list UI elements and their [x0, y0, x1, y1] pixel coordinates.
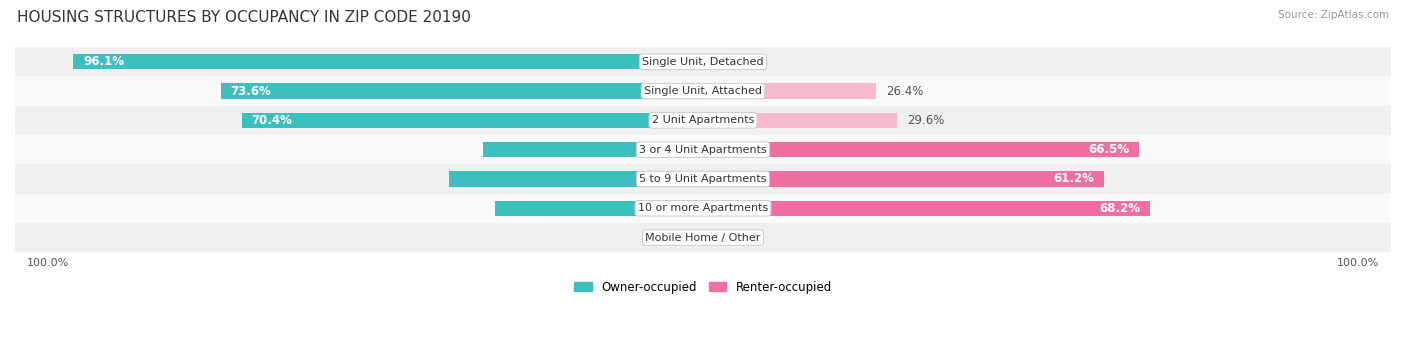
Text: 66.5%: 66.5% [1088, 143, 1129, 156]
Bar [73, 54, 703, 70]
Bar [15, 135, 1391, 164]
Text: HOUSING STRUCTURES BY OCCUPANCY IN ZIP CODE 20190: HOUSING STRUCTURES BY OCCUPANCY IN ZIP C… [17, 10, 471, 25]
Text: 33.5%: 33.5% [657, 143, 693, 156]
Bar [703, 113, 897, 128]
Text: 96.1%: 96.1% [83, 55, 124, 68]
Text: 70.4%: 70.4% [252, 114, 292, 127]
Bar [449, 172, 703, 187]
Bar [15, 223, 1391, 252]
Bar [484, 142, 703, 157]
Bar [703, 142, 1139, 157]
Text: 73.6%: 73.6% [231, 85, 271, 98]
Text: 3.9%: 3.9% [738, 55, 768, 68]
Text: Single Unit, Attached: Single Unit, Attached [644, 86, 762, 96]
Bar [221, 84, 703, 99]
Legend: Owner-occupied, Renter-occupied: Owner-occupied, Renter-occupied [574, 281, 832, 294]
Text: 61.2%: 61.2% [1053, 173, 1094, 186]
Text: 0.0%: 0.0% [664, 231, 693, 244]
Bar [15, 106, 1391, 135]
Bar [495, 201, 703, 216]
Bar [242, 113, 703, 128]
Bar [15, 76, 1391, 106]
Bar [703, 172, 1104, 187]
Text: 3 or 4 Unit Apartments: 3 or 4 Unit Apartments [640, 145, 766, 155]
Bar [703, 201, 1150, 216]
Text: 29.6%: 29.6% [907, 114, 945, 127]
Text: 38.8%: 38.8% [657, 173, 693, 186]
Bar [15, 194, 1391, 223]
Text: 68.2%: 68.2% [1099, 202, 1140, 215]
Text: 0.0%: 0.0% [713, 231, 742, 244]
Text: 26.4%: 26.4% [886, 85, 924, 98]
Text: Single Unit, Detached: Single Unit, Detached [643, 57, 763, 67]
Text: 2 Unit Apartments: 2 Unit Apartments [652, 115, 754, 125]
Bar [15, 47, 1391, 76]
Bar [703, 54, 728, 70]
Bar [15, 164, 1391, 194]
Text: 31.8%: 31.8% [657, 202, 693, 215]
Text: 10 or more Apartments: 10 or more Apartments [638, 203, 768, 213]
Bar [703, 84, 876, 99]
Text: 5 to 9 Unit Apartments: 5 to 9 Unit Apartments [640, 174, 766, 184]
Text: Source: ZipAtlas.com: Source: ZipAtlas.com [1278, 10, 1389, 20]
Text: Mobile Home / Other: Mobile Home / Other [645, 233, 761, 242]
